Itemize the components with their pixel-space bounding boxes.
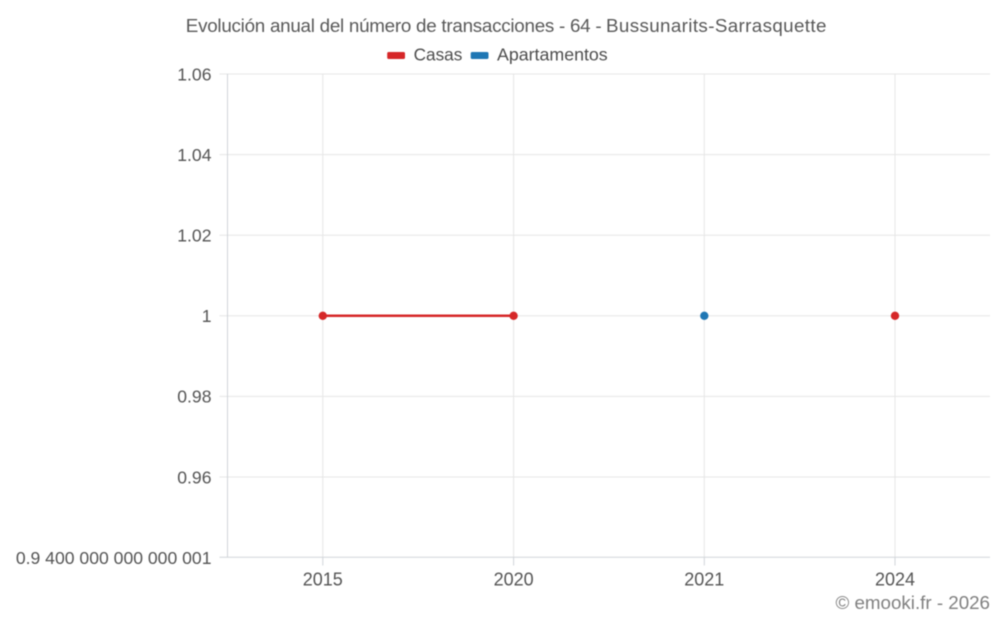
svg-text:0.9 400 000 000 000 001: 0.9 400 000 000 000 001 <box>16 548 212 568</box>
svg-text:Apartamentos: Apartamentos <box>497 45 608 65</box>
svg-text:0.96: 0.96 <box>177 467 211 487</box>
svg-text:2024: 2024 <box>875 570 915 590</box>
svg-text:1.04: 1.04 <box>177 145 211 165</box>
svg-text:Bussunarits-Sarrasquette: Bussunarits-Sarrasquette <box>606 15 827 36</box>
svg-text:2021: 2021 <box>684 570 724 590</box>
svg-text:1.06: 1.06 <box>177 64 211 84</box>
svg-text:Evolución anual del número de: Evolución anual del número de transaccio… <box>186 15 602 36</box>
svg-text:Casas: Casas <box>414 45 463 65</box>
svg-text:0.98: 0.98 <box>177 387 211 407</box>
svg-text:2015: 2015 <box>303 570 343 590</box>
svg-text:2020: 2020 <box>494 570 534 590</box>
svg-text:1: 1 <box>202 306 212 326</box>
svg-text:1.02: 1.02 <box>177 226 211 246</box>
svg-text:© emooki.fr - 2026: © emooki.fr - 2026 <box>835 592 990 613</box>
